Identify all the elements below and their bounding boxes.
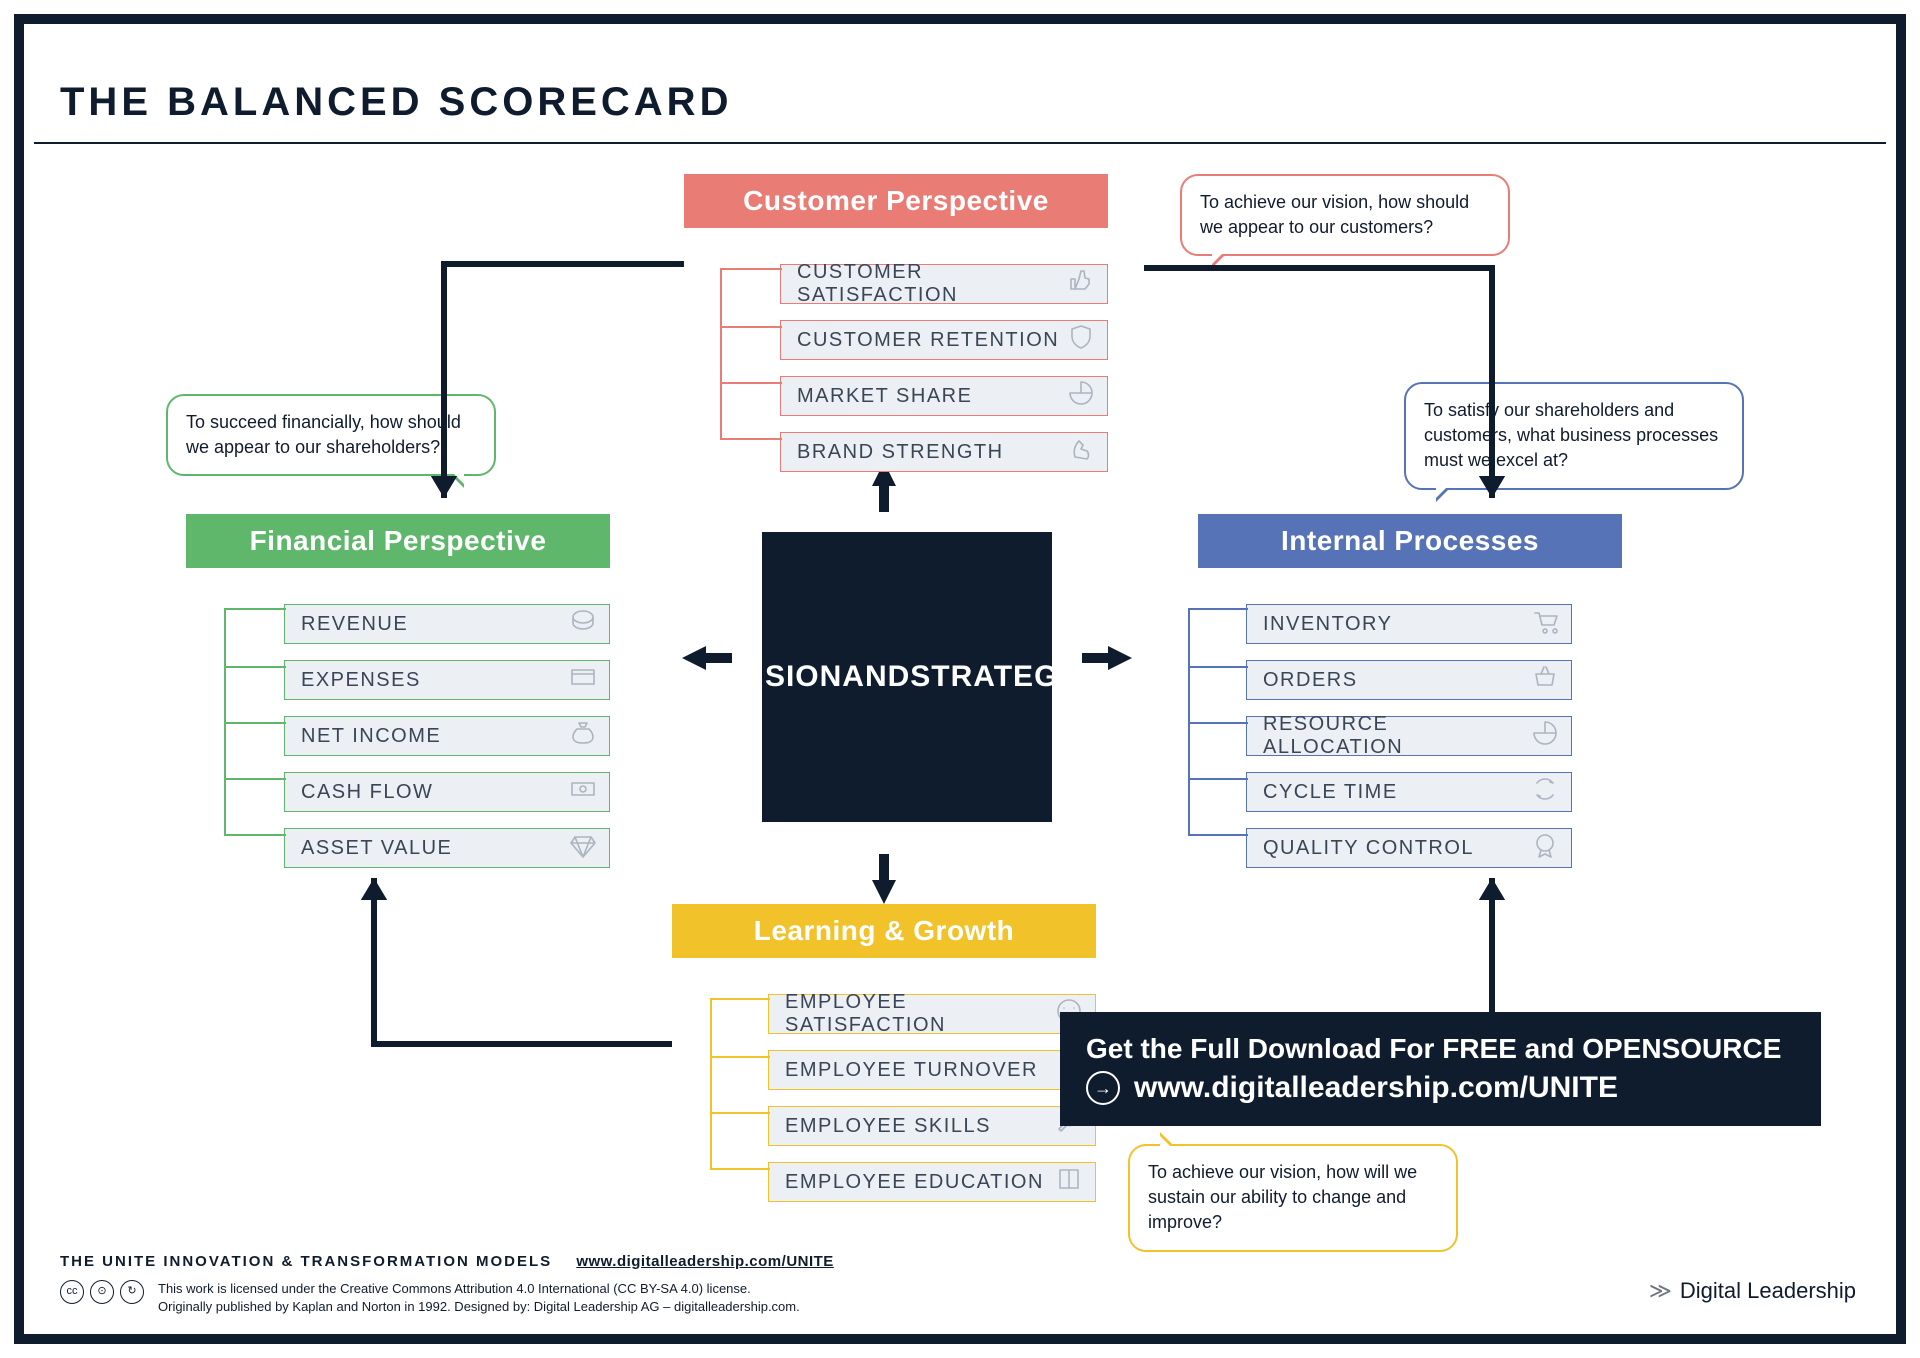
item-label: EXPENSES: [301, 669, 421, 692]
download-cta-banner: Get the Full Download For FREE and OPENS…: [1060, 1012, 1821, 1126]
item-label: EMPLOYEE SATISFACTION: [785, 991, 1055, 1037]
internal-bracket: [1188, 608, 1248, 836]
coins-icon: [569, 607, 597, 641]
item-label: CASH FLOW: [301, 781, 433, 804]
thumbsup-icon: [1067, 267, 1095, 301]
learning-item: EMPLOYEE EDUCATION: [768, 1162, 1096, 1202]
item-label: RESOURCE ALLOCATION: [1263, 713, 1531, 759]
financial-item: ASSET VALUE: [284, 828, 610, 868]
internal-header: Internal Processes: [1198, 514, 1622, 568]
item-label: QUALITY CONTROL: [1263, 837, 1474, 860]
footer-url: www.digitalleadership.com/UNITE: [576, 1253, 834, 1270]
footer: THE UNITE INNOVATION & TRANSFORMATION MO…: [60, 1251, 834, 1316]
internal-item: ORDERS: [1246, 660, 1572, 700]
customer-bracket: [720, 268, 782, 440]
customer-question-bubble: To achieve our vision, how should we app…: [1180, 174, 1510, 256]
cc-icon: cc: [60, 1280, 84, 1304]
financial-item: REVENUE: [284, 604, 610, 644]
by-icon: ⊙: [90, 1280, 114, 1304]
financial-bracket: [224, 608, 286, 836]
item-label: EMPLOYEE SKILLS: [785, 1115, 991, 1138]
financial-item: NET INCOME: [284, 716, 610, 756]
item-label: CYCLE TIME: [1263, 781, 1398, 804]
arrow-right-circle-icon: →: [1086, 1071, 1120, 1105]
page-title: THE BALANCED SCORECARD: [60, 80, 732, 125]
customer-item: CUSTOMER RETENTION: [780, 320, 1108, 360]
item-label: ASSET VALUE: [301, 837, 452, 860]
internal-question-bubble: To satisfy our shareholders and customer…: [1404, 382, 1744, 490]
customer-item: CUSTOMER SATISFACTION: [780, 264, 1108, 304]
financial-item: EXPENSES: [284, 660, 610, 700]
piechart-icon: [1067, 379, 1095, 413]
cart-icon: [1531, 607, 1559, 641]
page-frame: THE BALANCED SCORECARD VISIONANDSTRATEGY…: [14, 14, 1906, 1344]
badge-icon: [1531, 831, 1559, 865]
footer-heading: THE UNITE INNOVATION & TRANSFORMATION MO…: [60, 1253, 552, 1270]
cta-url: www.digitalleadership.com/UNITE: [1134, 1068, 1618, 1109]
title-underline: [34, 142, 1886, 144]
footer-license: This work is licensed under the Creative…: [158, 1280, 800, 1298]
customer-header: Customer Perspective: [684, 174, 1108, 228]
internal-item: INVENTORY: [1246, 604, 1572, 644]
cc-license-icons: cc ⊙ ↻: [60, 1280, 144, 1304]
financial-header: Financial Perspective: [186, 514, 610, 568]
learning-bracket: [710, 998, 770, 1170]
basket-icon: [1531, 663, 1559, 697]
vision-and-strategy-box: VISIONANDSTRATEGY: [762, 532, 1052, 822]
learning-item: EMPLOYEE TURNOVER: [768, 1050, 1096, 1090]
piechart-icon: [1531, 719, 1559, 753]
card-icon: [569, 663, 597, 697]
financial-item: CASH FLOW: [284, 772, 610, 812]
learning-item: EMPLOYEE SATISFACTION: [768, 994, 1096, 1034]
item-label: BRAND STRENGTH: [797, 441, 1004, 464]
item-label: CUSTOMER SATISFACTION: [797, 261, 1067, 307]
cash-icon: [569, 775, 597, 809]
learning-question-bubble: To achieve our vision, how will we susta…: [1128, 1144, 1458, 1252]
footer-attribution: Originally published by Kaplan and Norto…: [158, 1298, 800, 1316]
cta-line1: Get the Full Download For FREE and OPENS…: [1086, 1030, 1781, 1068]
learning-item: EMPLOYEE SKILLS: [768, 1106, 1096, 1146]
internal-item: CYCLE TIME: [1246, 772, 1572, 812]
item-label: EMPLOYEE EDUCATION: [785, 1171, 1044, 1194]
sa-icon: ↻: [120, 1280, 144, 1304]
moneybag-icon: [569, 719, 597, 753]
item-label: MARKET SHARE: [797, 385, 972, 408]
item-label: INVENTORY: [1263, 613, 1392, 636]
customer-item: BRAND STRENGTH: [780, 432, 1108, 472]
learning-header: Learning & Growth: [672, 904, 1096, 958]
customer-item: MARKET SHARE: [780, 376, 1108, 416]
brand-logo: ≫ Digital Leadership: [1649, 1278, 1856, 1304]
financial-question-bubble: To succeed financially, how should we ap…: [166, 394, 496, 476]
item-label: REVENUE: [301, 613, 408, 636]
item-label: EMPLOYEE TURNOVER: [785, 1059, 1038, 1082]
shield-icon: [1067, 323, 1095, 357]
item-label: NET INCOME: [301, 725, 441, 748]
book-icon: [1055, 1165, 1083, 1199]
internal-item: RESOURCE ALLOCATION: [1246, 716, 1572, 756]
item-label: CUSTOMER RETENTION: [797, 329, 1059, 352]
cycle-icon: [1531, 775, 1559, 809]
internal-item: QUALITY CONTROL: [1246, 828, 1572, 868]
diamond-icon: [569, 831, 597, 865]
chevrons-right-icon: ≫: [1649, 1278, 1672, 1304]
muscle-icon: [1067, 435, 1095, 469]
item-label: ORDERS: [1263, 669, 1358, 692]
